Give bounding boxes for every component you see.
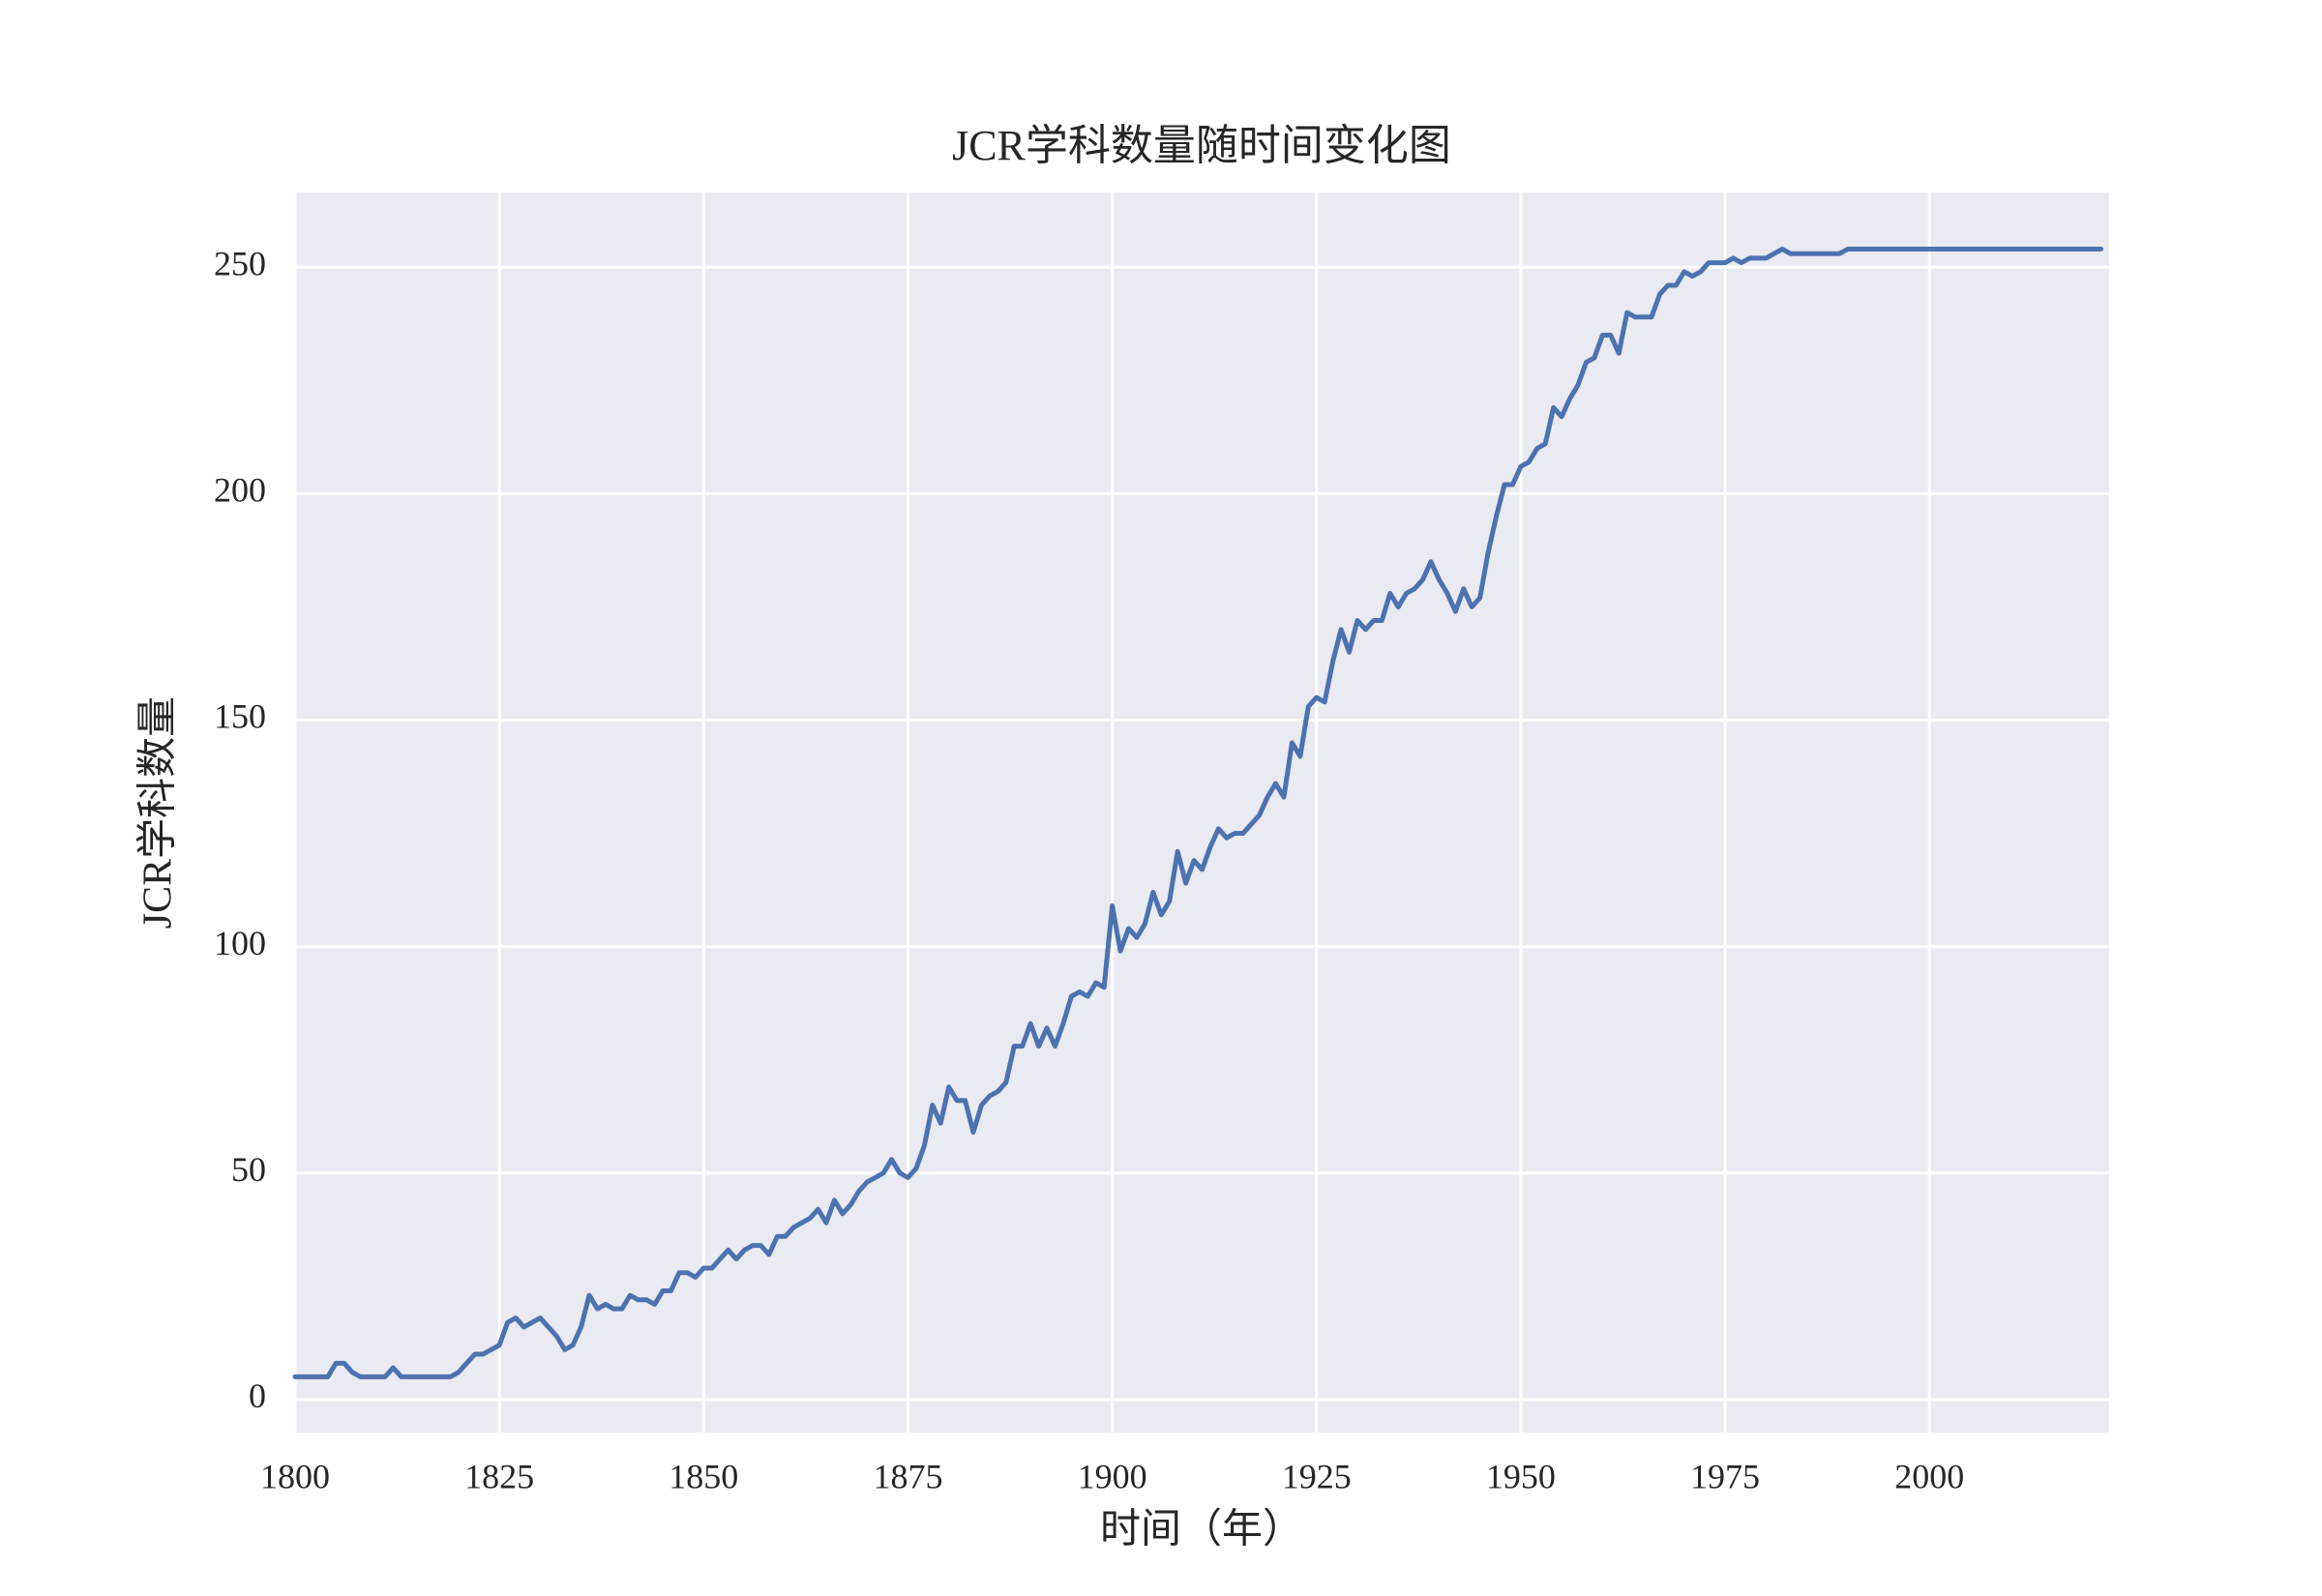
plot-background xyxy=(295,192,2109,1433)
x-tick-label: 1800 xyxy=(260,1457,330,1495)
x-tick-label: 1875 xyxy=(873,1457,942,1495)
data-line xyxy=(292,247,2104,1379)
x-axis-label: 时间（年） xyxy=(1100,1507,1303,1552)
marks xyxy=(292,247,2104,1379)
y-tick-label: 50 xyxy=(231,1150,266,1189)
x-tick-label: 1825 xyxy=(464,1457,534,1495)
x-tick-label: 1925 xyxy=(1282,1457,1352,1495)
y-tick-label: 150 xyxy=(214,697,266,736)
y-tick-label: 250 xyxy=(214,245,266,283)
y-axis-label: JCR学科数量 xyxy=(135,696,181,929)
x-tick-label: 1950 xyxy=(1486,1457,1556,1495)
labels: JCR学科数量随时间变化图 时间（年） JCR学科数量 1800 1825 1850… xyxy=(135,122,1965,1552)
y-tick-label: 200 xyxy=(214,471,266,510)
y-tick-label: 100 xyxy=(214,924,266,962)
x-tick-label: 2000 xyxy=(1894,1457,1964,1495)
y-tick-label: 0 xyxy=(249,1376,266,1415)
chart-title: JCR学科数量随时间变化图 xyxy=(952,122,1451,169)
grid xyxy=(293,192,2109,1433)
x-tick-label: 1850 xyxy=(669,1457,738,1495)
x-tick-label: 1975 xyxy=(1690,1457,1760,1495)
x-tick-label: 1900 xyxy=(1078,1457,1147,1495)
